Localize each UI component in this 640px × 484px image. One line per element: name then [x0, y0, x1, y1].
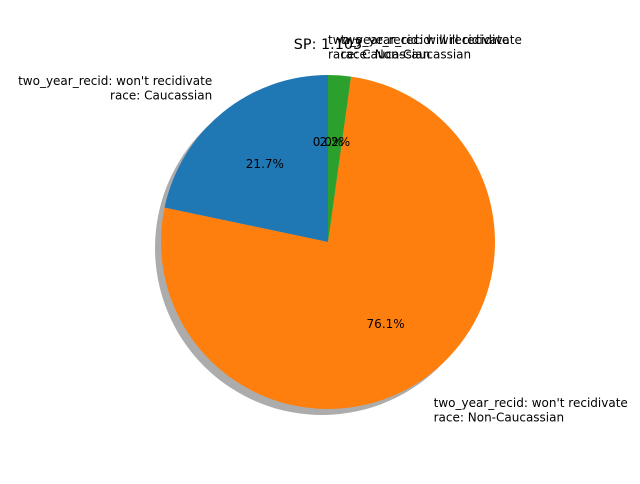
slice-percent-label: 2.2%: [320, 135, 351, 149]
chart-title: SP: 1.103: [294, 37, 362, 53]
slice-label-line: race: Caucassian: [328, 47, 430, 61]
pie-slice: [328, 75, 352, 242]
label-layer: 21.7%two_year_recid: won't recidivate rac…: [18, 33, 628, 424]
slice-label-line: two_year_recid: won't recidivate: [18, 74, 212, 88]
slice-label-line: race: Non-Caucassian: [434, 410, 564, 424]
slice-category-label: two_year_recid: won't recidivate race: No…: [434, 396, 628, 425]
slice-label-line: two_year_recid: will recidivate: [341, 33, 522, 47]
slice-label-line: race: Non-Caucassian: [341, 48, 471, 62]
slice-percent-label: 0.0%: [313, 135, 344, 149]
slice-layer: [161, 75, 496, 409]
slice-category-label: two_year_recid: will recidivate race: Cau…: [328, 33, 509, 62]
slice-label-line: race: Caucassian: [110, 88, 212, 102]
slice-label-line: two_year_recid: will recidivate: [328, 33, 509, 47]
slice-category-label: two_year_recid: will recidivate race: Non…: [341, 33, 522, 62]
slice-percent-label: 76.1%: [367, 317, 405, 331]
slice-label-line: two_year_recid: won't recidivate: [434, 396, 628, 410]
slice-category-label: two_year_recid: won't recidivate race: Ca…: [18, 74, 212, 103]
pie-slice: [161, 76, 496, 409]
pie-slice: [164, 75, 328, 242]
slice-percent-label: 21.7%: [246, 157, 284, 171]
